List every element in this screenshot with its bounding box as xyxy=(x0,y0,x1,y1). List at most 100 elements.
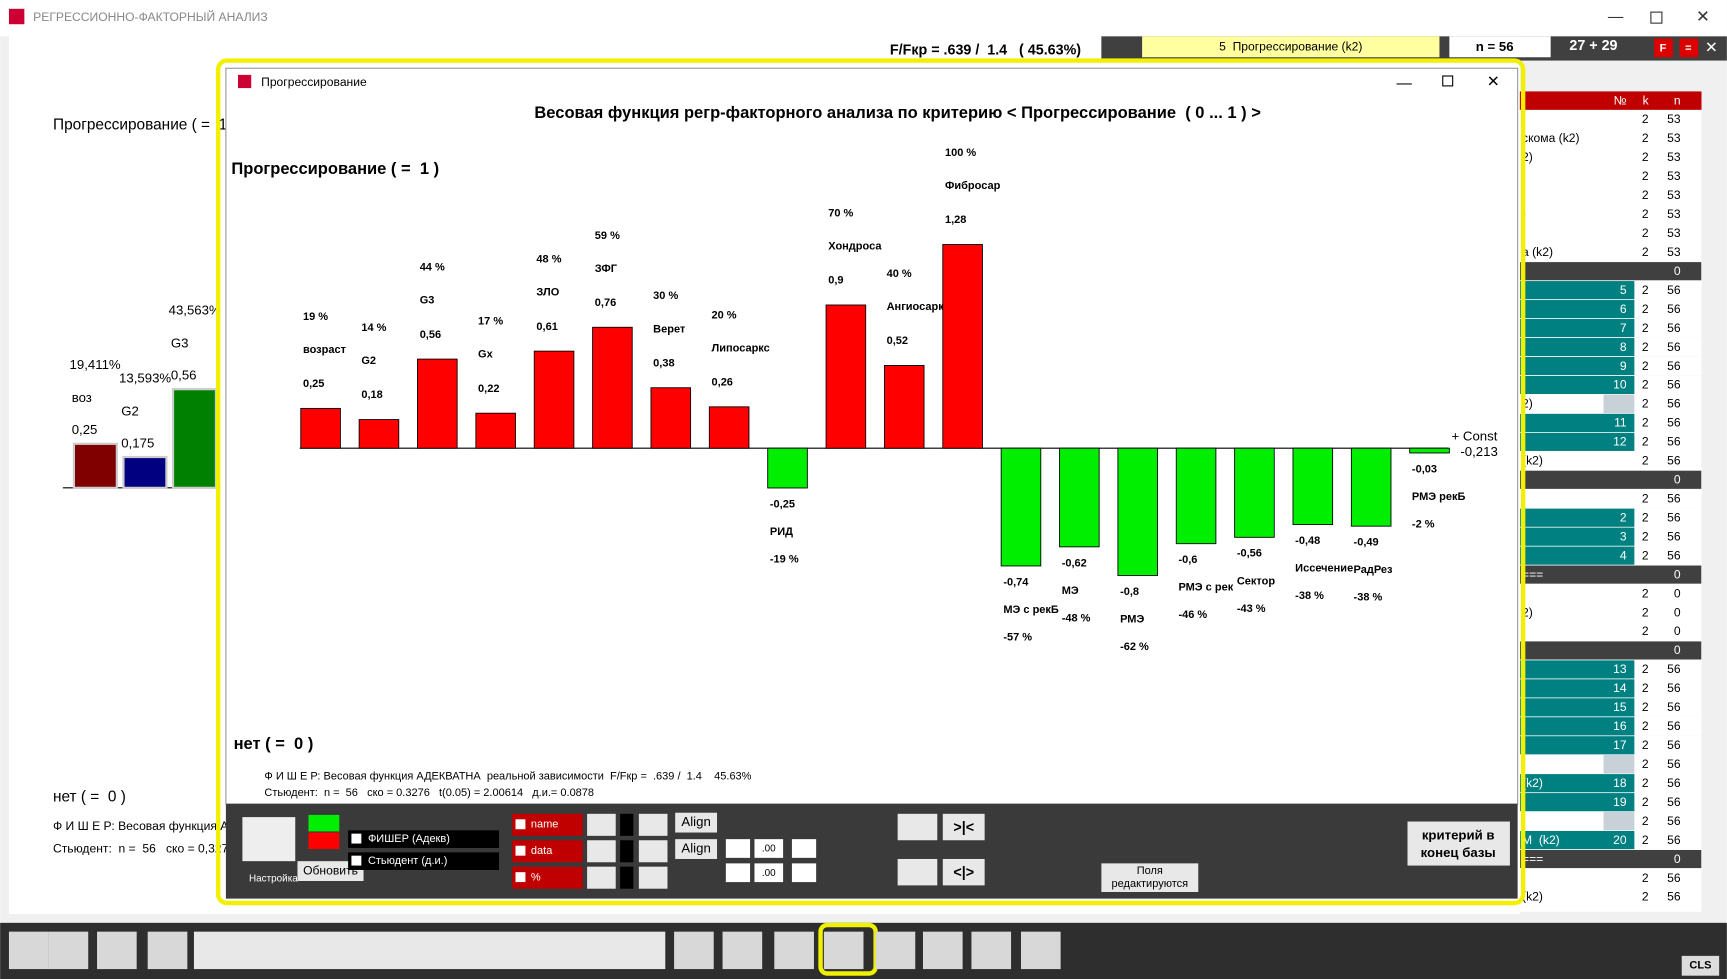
dialog-maximize[interactable] xyxy=(1442,75,1454,87)
precision-field[interactable] xyxy=(754,863,784,883)
cell-k: 2 xyxy=(1642,245,1649,259)
row-white xyxy=(1634,830,1702,850)
value-label: 1,28 xyxy=(945,214,966,226)
refresh-button[interactable] xyxy=(297,861,364,881)
shrink-button[interactable] xyxy=(942,813,985,841)
down-button[interactable] xyxy=(638,840,668,863)
precision: .00 xyxy=(762,844,776,855)
dialog-minimize[interactable]: — xyxy=(1396,75,1412,92)
value-label: 0,22 xyxy=(478,383,499,395)
cell-no: 7 xyxy=(1620,321,1627,335)
percent-label: 44 % xyxy=(420,262,445,274)
down-button[interactable] xyxy=(638,813,668,836)
up-button[interactable] xyxy=(587,813,616,836)
field-label: data xyxy=(531,845,553,857)
fisher-check[interactable] xyxy=(348,830,499,848)
cell-no: 16 xyxy=(1613,719,1627,733)
criterion-end-button[interactable] xyxy=(1407,821,1510,866)
cell-n: 56 xyxy=(1667,548,1681,562)
f-button-label: F xyxy=(1660,42,1667,54)
maximize[interactable] xyxy=(1650,11,1663,24)
cell-k: 2 xyxy=(1642,776,1649,790)
checkbox[interactable] xyxy=(515,872,526,883)
footer: Стьюдент: n = 56 ско = 0.3276 t(0.05) = … xyxy=(264,787,594,799)
tool-button[interactable] xyxy=(1020,931,1061,970)
tool-button[interactable] xyxy=(875,931,916,970)
dialog-close[interactable]: ✕ xyxy=(1487,74,1500,91)
cell-k: 2 xyxy=(1642,207,1649,221)
cell-k: 2 xyxy=(1642,719,1649,733)
tool-button[interactable] xyxy=(823,931,864,970)
align-button[interactable] xyxy=(675,812,718,833)
tool-button[interactable] xyxy=(971,931,1012,970)
align-label: Align xyxy=(681,814,710,829)
cell-no: 9 xyxy=(1620,359,1627,373)
f-button[interactable] xyxy=(1654,38,1673,58)
cell-n: 56 xyxy=(1667,662,1681,676)
row-white xyxy=(1634,432,1702,452)
checkbox[interactable] xyxy=(515,845,526,856)
bg-value-label: 0,56 xyxy=(171,367,197,382)
down-button[interactable] xyxy=(638,866,668,889)
down-button[interactable] xyxy=(897,858,938,886)
neg-color[interactable] xyxy=(308,832,340,850)
up-button[interactable] xyxy=(587,866,616,889)
tool-button[interactable] xyxy=(922,931,963,970)
app-icon xyxy=(8,8,25,25)
field-toggle[interactable] xyxy=(512,840,583,863)
checkbox[interactable] xyxy=(351,833,362,844)
precision-field[interactable] xyxy=(754,839,784,858)
eq-button[interactable] xyxy=(1679,38,1699,58)
category-label: Ангиосарк xyxy=(887,301,945,313)
student-check[interactable] xyxy=(348,852,499,870)
minimize[interactable]: — xyxy=(1608,9,1624,26)
checkbox[interactable] xyxy=(515,819,526,830)
highlight xyxy=(215,58,1526,906)
expand-button[interactable] xyxy=(942,858,985,886)
field-toggle[interactable] xyxy=(512,813,583,836)
dialog-title: Прогрессирование xyxy=(261,75,367,89)
pos-color[interactable] xyxy=(308,814,340,832)
step-button[interactable] xyxy=(725,839,751,858)
value-label: -0,49 xyxy=(1354,537,1379,549)
value-label: -0,25 xyxy=(770,498,795,510)
tool-button[interactable] xyxy=(97,931,137,970)
tool-button[interactable] xyxy=(8,931,49,970)
row-white xyxy=(1634,299,1702,319)
tool-button[interactable] xyxy=(674,931,714,970)
value-label: -0,8 xyxy=(1120,586,1139,598)
settings-button[interactable] xyxy=(242,817,296,862)
value-label: 0,61 xyxy=(536,321,557,333)
tool-button[interactable] xyxy=(774,931,814,970)
tool-button[interactable] xyxy=(48,931,89,970)
cell-no: 17 xyxy=(1613,738,1627,752)
scrollbar[interactable] xyxy=(1701,91,1720,912)
align-button[interactable] xyxy=(675,839,718,859)
fields-label: Поля xyxy=(1137,865,1163,877)
up-button[interactable] xyxy=(587,840,616,863)
tool-button[interactable] xyxy=(147,931,188,970)
field-toggle[interactable] xyxy=(512,866,583,889)
step-button[interactable] xyxy=(791,839,817,858)
bar xyxy=(1409,447,1450,454)
cell-n: 56 xyxy=(1667,302,1681,316)
checkbox[interactable] xyxy=(351,855,362,866)
cell-n: 0 xyxy=(1674,852,1681,866)
tool-button[interactable] xyxy=(722,931,763,970)
up-button[interactable] xyxy=(897,813,938,841)
category-label: ЗФГ xyxy=(595,263,618,275)
cell-n: 0 xyxy=(1674,624,1681,638)
cell-k: 2 xyxy=(1642,510,1649,524)
step-button[interactable] xyxy=(791,863,817,883)
close-2[interactable]: ✕ xyxy=(1705,40,1718,57)
step-button[interactable] xyxy=(725,863,751,883)
bar xyxy=(650,387,692,449)
cell-k: 2 xyxy=(1642,548,1649,562)
const-value: -0,213 xyxy=(1460,444,1497,459)
split: 27 + 29 xyxy=(1569,38,1617,54)
cls-button[interactable] xyxy=(1681,955,1720,976)
bar xyxy=(825,304,867,449)
close[interactable]: ✕ xyxy=(1696,8,1710,26)
category-label: Сектор xyxy=(1237,575,1276,587)
category-label: РИД xyxy=(770,526,793,538)
